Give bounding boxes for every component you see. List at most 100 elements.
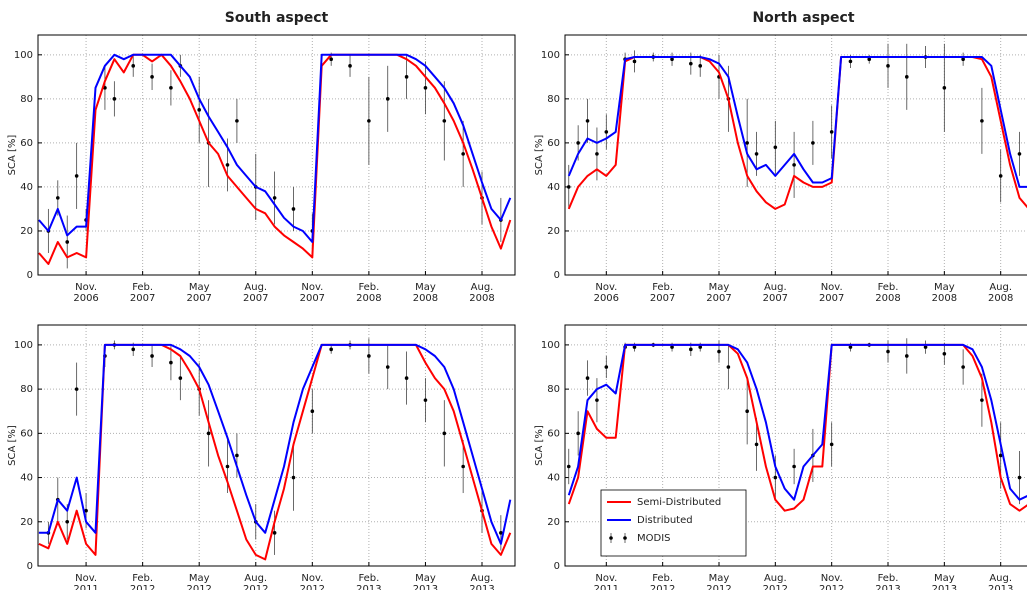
x-tick-label: Feb. 2007 xyxy=(650,282,675,304)
modis-point xyxy=(404,75,409,79)
y-tick-label: 20 xyxy=(547,226,560,237)
modis-point xyxy=(74,174,79,178)
legend-swatch xyxy=(609,536,613,540)
modis-point xyxy=(206,431,211,436)
y-tick-label: 100 xyxy=(14,340,33,351)
modis-point xyxy=(904,75,909,79)
plot-frame xyxy=(37,324,516,567)
x-tick-label: Aug. 2008 xyxy=(469,282,494,304)
modis-point xyxy=(235,119,239,123)
y-tick-label: 80 xyxy=(547,94,560,105)
y-tick-label: 100 xyxy=(14,50,33,61)
modis-point xyxy=(848,345,853,349)
modis-point xyxy=(998,453,1003,458)
x-tick-label: Feb. 2012 xyxy=(130,573,155,590)
modis-point xyxy=(923,345,928,349)
modis-point xyxy=(689,61,693,66)
modis-point xyxy=(225,163,230,167)
y-tick-label: 40 xyxy=(20,473,33,484)
modis-point xyxy=(291,207,296,211)
modis-point xyxy=(904,354,909,358)
modis-point xyxy=(745,409,749,414)
y-tick-label: 20 xyxy=(547,517,560,528)
modis-point xyxy=(423,398,428,402)
modis-point xyxy=(272,531,277,535)
modis-point xyxy=(367,119,371,123)
x-tick-label: Feb. 2013 xyxy=(356,573,381,590)
modis-point xyxy=(499,531,503,535)
y-tick-label: 40 xyxy=(547,473,560,484)
legend-swatch xyxy=(623,536,627,540)
x-tick-label: Feb. 2008 xyxy=(356,282,381,304)
panel-title: South aspect xyxy=(225,10,329,26)
plot-frame xyxy=(564,34,1027,276)
x-tick-label: Aug. 2007 xyxy=(763,282,788,304)
modis-point xyxy=(585,119,590,123)
series-line xyxy=(567,343,1027,501)
modis-point xyxy=(150,354,154,358)
series-line xyxy=(38,343,512,545)
plot-area xyxy=(38,325,515,566)
modis-point xyxy=(74,387,79,391)
modis-point xyxy=(576,141,580,145)
modis-point xyxy=(169,360,173,365)
legend-label: Distributed xyxy=(637,515,693,526)
modis-point xyxy=(980,119,984,123)
y-tick-label: 40 xyxy=(547,182,560,193)
modis-point xyxy=(829,442,834,447)
series-line xyxy=(38,53,512,243)
modis-point xyxy=(1017,475,1022,480)
plot-content xyxy=(38,338,512,561)
panel: North aspect SCA [%] 0 20 40 60 80 100 Nov. 2006 F… xyxy=(534,10,1027,304)
x-tick-label: Nov. 2011 xyxy=(73,573,98,590)
modis-point xyxy=(867,57,872,62)
modis-point xyxy=(65,240,70,244)
plot-content xyxy=(566,338,1027,512)
modis-point xyxy=(291,475,296,480)
y-axis-label: SCA [%] xyxy=(534,425,545,466)
modis-point xyxy=(225,464,230,469)
x-tick-label: Aug. 2012 xyxy=(763,573,788,590)
modis-point xyxy=(131,347,136,352)
x-tick-label: Nov. 2007 xyxy=(300,282,325,304)
modis-point xyxy=(55,196,60,200)
modis-point xyxy=(754,152,759,156)
modis-point xyxy=(604,365,609,369)
modis-point xyxy=(348,64,352,68)
modis-point xyxy=(942,351,947,356)
modis-point xyxy=(385,365,390,369)
modis-point xyxy=(329,347,333,352)
y-tick-label: 100 xyxy=(541,50,560,61)
modis-point xyxy=(169,86,173,90)
modis-point xyxy=(792,464,796,469)
y-axis-label: SCA [%] xyxy=(534,135,545,176)
legend-label: Semi-Distributed xyxy=(637,497,721,508)
modis-point xyxy=(886,64,890,68)
modis-point xyxy=(848,59,853,64)
plot-content xyxy=(566,43,1027,210)
x-tick-label: Nov. 2012 xyxy=(819,573,844,590)
modis-point xyxy=(65,519,70,524)
x-tick-label: May 2008 xyxy=(932,282,957,304)
y-tick-label: 20 xyxy=(20,226,33,237)
y-tick-label: 60 xyxy=(547,138,560,149)
x-tick-label: Nov. 2007 xyxy=(819,282,844,304)
plot-area xyxy=(565,35,1027,275)
modis-point xyxy=(604,130,609,134)
modis-point xyxy=(84,508,88,513)
modis-point xyxy=(131,64,136,68)
modis-point xyxy=(461,152,465,156)
modis-point xyxy=(829,130,834,134)
modis-point xyxy=(585,376,590,380)
y-tick-label: 20 xyxy=(20,517,33,528)
plot-area xyxy=(38,35,515,275)
modis-point xyxy=(310,409,315,414)
modis-point xyxy=(595,398,599,402)
modis-point xyxy=(197,108,201,112)
modis-point xyxy=(689,347,693,352)
x-tick-label: Aug. 2007 xyxy=(243,282,268,304)
modis-point xyxy=(566,464,571,469)
x-tick-label: Aug. 2013 xyxy=(988,573,1013,590)
legend: Semi-Distributed Distributed MODIS xyxy=(600,489,747,557)
x-tick-label: May 2013 xyxy=(413,573,438,590)
